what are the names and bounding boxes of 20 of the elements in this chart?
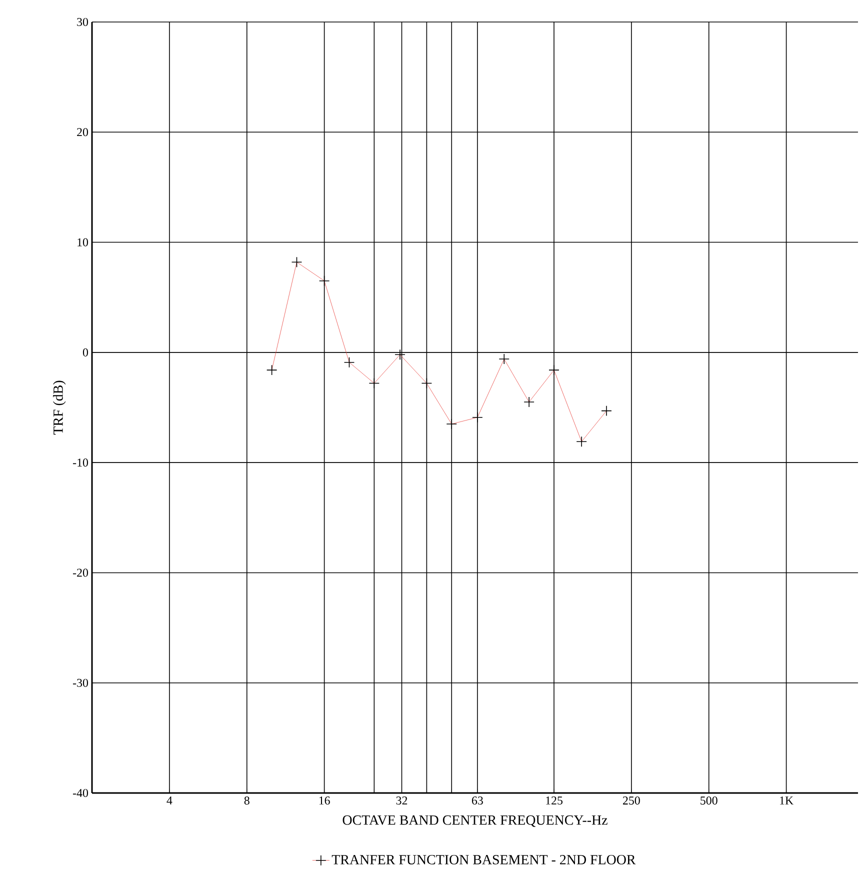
x-tick-label: 16 (320, 796, 330, 805)
x-tick-label: 250 (623, 796, 640, 805)
x-tick-label: 1K (780, 796, 794, 804)
y-axis-title: TRF (dB) (53, 380, 66, 435)
y-tick-label: -20 (73, 568, 88, 577)
x-tick-label: 500 (700, 796, 718, 805)
x-tick-label: 4 (166, 796, 172, 804)
y-tick-label: 20 (77, 128, 88, 136)
x-tick-label: 8 (244, 796, 250, 805)
y-tick-label: 0 (83, 348, 88, 356)
y-tick-label: -10 (73, 458, 88, 467)
x-tick-label: 63 (472, 796, 484, 805)
x-axis-title: OCTAVE BAND CENTER FREQUENCY--Hz (342, 815, 608, 827)
y-tick-label: 30 (77, 18, 88, 26)
y-tick-label: 10 (78, 238, 88, 246)
y-tick-label: -30 (73, 678, 88, 687)
y-tick-label: -40 (73, 788, 88, 798)
x-tick-label: 125 (546, 796, 563, 805)
x-tick-label: 32 (396, 796, 408, 805)
legend-label: TRANFER FUNCTION BASEMENT - 2ND FLOOR (332, 855, 636, 864)
